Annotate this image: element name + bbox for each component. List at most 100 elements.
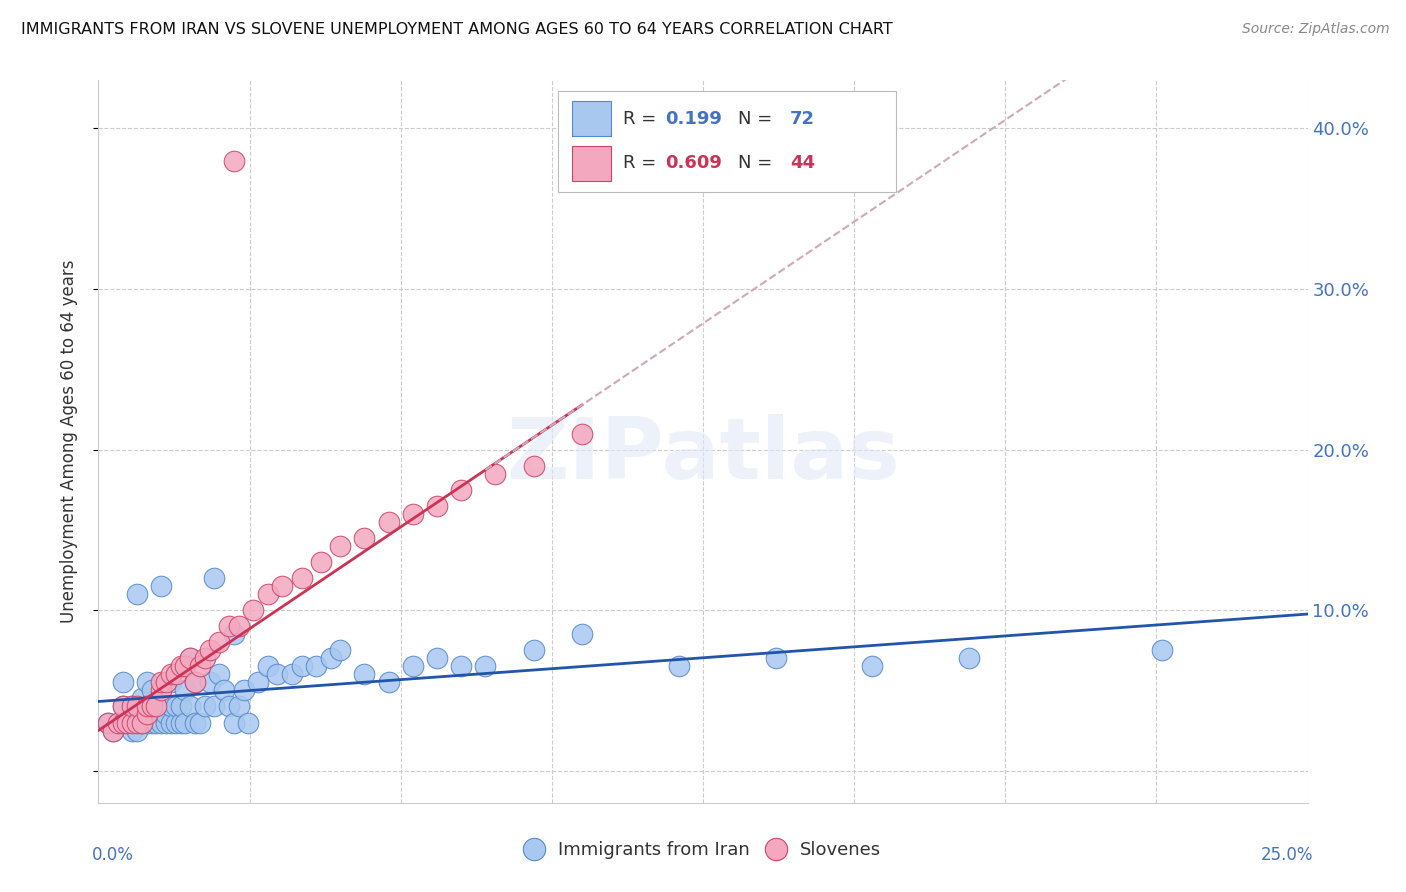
Point [121,699,143,714]
Point [204,571,226,585]
Point [402,507,425,521]
Point [145,699,167,714]
Point [450,659,472,673]
Point [523,643,546,657]
Point [117,715,139,730]
Point [426,499,449,513]
Point [484,467,506,481]
Point [290,571,312,585]
Point [218,699,240,714]
Point [256,587,278,601]
Point [160,699,183,714]
Point [111,715,134,730]
Point [101,723,124,738]
Text: 72: 72 [790,110,815,128]
Point [271,579,294,593]
Point [135,699,157,714]
Point [111,699,134,714]
Point [145,699,167,714]
Point [228,619,250,633]
Point [155,715,177,730]
Text: IMMIGRANTS FROM IRAN VS SLOVENE UNEMPLOYMENT AMONG AGES 60 TO 64 YEARS CORRELATI: IMMIGRANTS FROM IRAN VS SLOVENE UNEMPLOY… [21,22,893,37]
Point [208,667,231,681]
Point [127,715,149,730]
Point [135,715,157,730]
Point [111,675,134,690]
Point [97,715,120,730]
Text: N =: N = [738,110,778,128]
Point [222,627,245,641]
Point [174,659,197,673]
Point [309,555,332,569]
Text: R =: R = [623,110,662,128]
Point [150,675,173,690]
Point [127,699,149,714]
Point [668,659,690,673]
Point [135,707,157,722]
Point [474,659,496,673]
Point [957,651,980,665]
Point [121,715,143,730]
Text: 0.199: 0.199 [665,110,723,128]
Text: ZIPatlas: ZIPatlas [506,415,900,498]
Text: 0.609: 0.609 [665,154,723,172]
Point [160,667,183,681]
Point [188,715,211,730]
Point [150,715,173,730]
Point [281,667,304,681]
Point [160,675,183,690]
Point [101,723,124,738]
Point [135,675,157,690]
Point [266,667,288,681]
Point [150,699,173,714]
Point [353,667,375,681]
Text: R =: R = [623,154,662,172]
Point [329,643,352,657]
Point [117,715,139,730]
Point [256,659,278,673]
Point [450,483,472,497]
Point [228,699,250,714]
Point [155,707,177,722]
Text: 25.0%: 25.0% [1261,847,1313,864]
Point [127,723,149,738]
Point [860,659,883,673]
Point [198,675,221,690]
Point [121,699,143,714]
Point [571,627,593,641]
Point [184,675,207,690]
Point [169,659,191,673]
Point [426,651,449,665]
Point [155,675,177,690]
Point [179,651,201,665]
Text: Source: ZipAtlas.com: Source: ZipAtlas.com [1241,22,1389,37]
Point [184,715,207,730]
Point [160,715,183,730]
Point [165,715,187,730]
Point [765,651,787,665]
Point [127,587,149,601]
Point [198,643,221,657]
Text: N =: N = [738,154,778,172]
Point [571,426,593,441]
FancyBboxPatch shape [558,91,897,193]
Point [179,651,201,665]
Point [169,715,191,730]
Point [131,691,153,706]
Point [150,683,173,698]
Point [222,153,245,168]
Point [141,699,163,714]
Text: 44: 44 [790,154,815,172]
Point [222,715,245,730]
Point [141,715,163,730]
Point [242,603,264,617]
Point [131,715,153,730]
Point [218,619,240,633]
Text: 0.0%: 0.0% [93,847,134,864]
Point [111,699,134,714]
Point [174,683,197,698]
Point [165,699,187,714]
Point [247,675,270,690]
Legend: Immigrants from Iran, Slovenes: Immigrants from Iran, Slovenes [524,840,882,859]
Point [377,675,399,690]
